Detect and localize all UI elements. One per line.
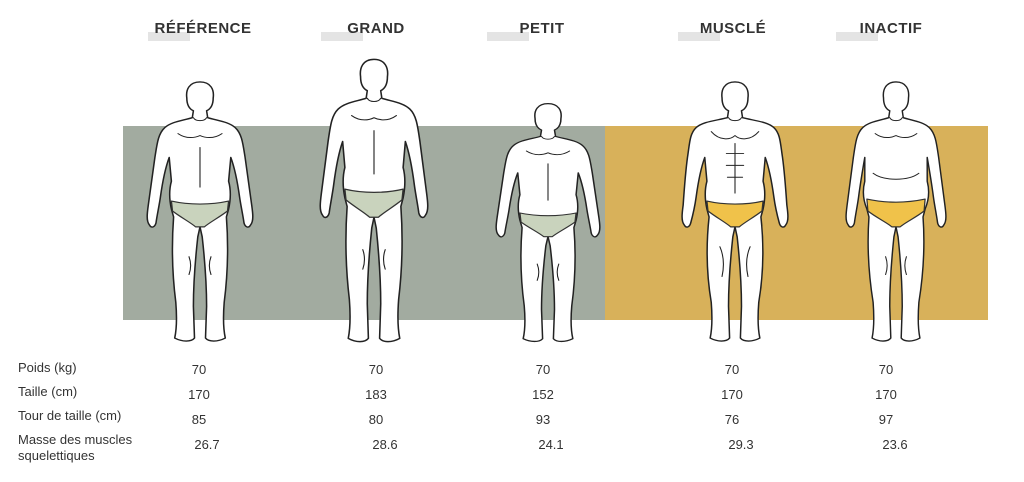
header-underline (321, 32, 363, 41)
header-reference: RÉFÉRENCE (138, 20, 268, 41)
figure-inactif (845, 81, 947, 342)
header-underline (487, 32, 529, 41)
cell-taille-petit: 152 (532, 387, 554, 402)
cell-tour-inactif: 97 (878, 412, 894, 427)
header-label: INACTIF (859, 20, 923, 37)
header-label: PETIT (519, 20, 565, 37)
briefs (706, 200, 764, 228)
header-petit: PETIT (477, 20, 607, 41)
header-inactif: INACTIF (826, 20, 956, 41)
cell-poids-inactif: 70 (878, 362, 894, 377)
cell-poids-petit: 70 (535, 362, 551, 377)
cell-masse-petit: 24.1 (538, 437, 564, 452)
row-label-masse-line1: Masse des muscles (18, 432, 133, 447)
cell-poids-reference: 70 (191, 362, 207, 377)
briefs (866, 198, 926, 228)
figure-reference (146, 81, 254, 342)
figure-petit (495, 103, 601, 343)
cell-masse-inactif: 23.6 (882, 437, 908, 452)
cell-tour-muscle: 76 (724, 412, 740, 427)
header-label: RÉFÉRENCE (154, 20, 252, 37)
row-label-masse-line2: squelettiques (18, 448, 95, 463)
cell-tour-reference: 85 (191, 412, 207, 427)
cell-tour-petit: 93 (535, 412, 551, 427)
row-label-tour-de-taille: Tour de taille (cm) (18, 408, 122, 423)
cell-taille-grand: 183 (365, 387, 387, 402)
figure-muscle (681, 81, 789, 342)
header-label: GRAND (347, 20, 405, 37)
cell-poids-muscle: 70 (724, 362, 740, 377)
cell-taille-reference: 170 (188, 387, 210, 402)
cell-taille-inactif: 170 (875, 387, 897, 402)
header-underline (148, 32, 190, 41)
cell-taille-muscle: 170 (721, 387, 743, 402)
briefs (344, 188, 404, 218)
row-label-taille: Taille (cm) (18, 384, 78, 399)
cell-poids-grand: 70 (368, 362, 384, 377)
header-label: MUSCLÉ (699, 20, 767, 37)
briefs (519, 212, 577, 238)
briefs (170, 200, 230, 228)
header-underline (678, 32, 720, 41)
cell-masse-muscle: 29.3 (728, 437, 754, 452)
cell-masse-grand: 28.6 (372, 437, 398, 452)
header-muscle: MUSCLÉ (668, 20, 798, 41)
header-underline (836, 32, 878, 41)
figure-grand (319, 58, 429, 343)
row-label-poids: Poids (kg) (18, 360, 77, 375)
cell-masse-reference: 26.7 (194, 437, 220, 452)
cell-tour-grand: 80 (368, 412, 384, 427)
header-grand: GRAND (311, 20, 441, 41)
